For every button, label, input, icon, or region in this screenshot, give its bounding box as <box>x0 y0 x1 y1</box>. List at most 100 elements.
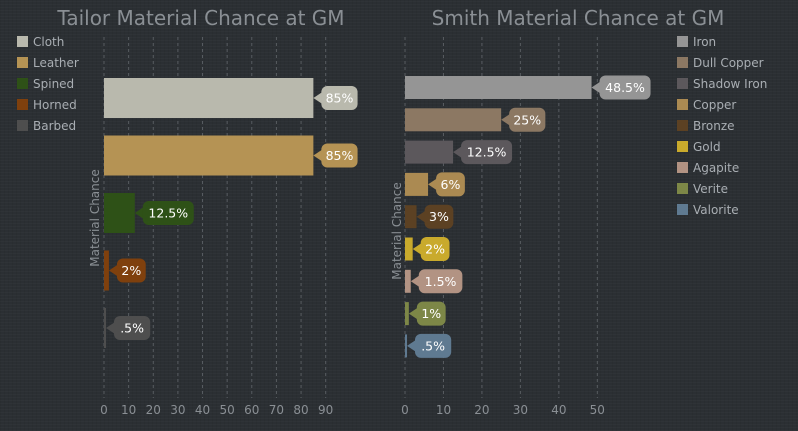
chart-2-legend-label: Valorite <box>693 203 739 217</box>
chart-2-data-label-callout: 12.5% <box>453 140 513 165</box>
chart-1-data-label: 2% <box>121 263 141 278</box>
chart-2-bar-shadow-iron <box>405 140 454 164</box>
chart-1-callout-box <box>321 86 358 110</box>
chart-1-data-label-callout: .5% <box>106 316 151 340</box>
chart-1-data-label: 85% <box>326 91 354 106</box>
chart-1-callout-pointer <box>313 92 323 104</box>
chart-1-callout-box <box>114 316 151 340</box>
chart-1-legend-label: Leather <box>33 56 79 70</box>
chart-2-callout-pointer <box>591 81 601 94</box>
chart-2-callout-pointer <box>410 275 420 288</box>
chart-1-data-label-callout: 85% <box>313 143 358 168</box>
chart-2-tick-label: 30 <box>513 403 528 417</box>
chart-2-legend-swatch <box>677 141 688 152</box>
chart-1-tick-label: 0 <box>100 403 108 417</box>
chart-2-callout-pointer <box>501 113 511 126</box>
chart-2-callout-box <box>420 237 450 261</box>
chart-2-bar-agapite <box>405 269 411 293</box>
chart-1-tick-label: 50 <box>220 403 235 417</box>
chart-2-legend-swatch <box>677 204 688 215</box>
chart-2-data-label: 12.5% <box>467 145 507 160</box>
chart-2-callout-pointer <box>428 178 438 191</box>
chart-2-data-label: 3% <box>429 209 449 224</box>
chart-1-bar-cloth <box>104 78 314 118</box>
chart-2-tick-label: 20 <box>474 403 489 417</box>
chart-2-data-label: 48.5% <box>605 80 645 95</box>
chart-2-data-label: 1.5% <box>425 274 457 289</box>
chart-1-title: Tailor Material Chance at GM <box>56 6 344 30</box>
chart-1-data-label-callout: 2% <box>108 258 146 283</box>
chart-1-y-axis-label: Material Chance <box>88 169 102 267</box>
chart-1-callout-pointer <box>108 264 118 277</box>
chart-2-data-label-callout: 6% <box>428 172 465 197</box>
chart-2-callout-box <box>509 107 546 132</box>
chart-2-callout-pointer <box>408 307 418 320</box>
chart-1-data-label: .5% <box>120 321 144 336</box>
chart-2-tick-label: 50 <box>590 403 605 417</box>
chart-1-legend-label: Spined <box>33 77 74 91</box>
chart-1-legend-label: Cloth <box>33 35 64 49</box>
chart-1-callout-pointer <box>134 207 144 219</box>
chart-1-data-label: 85% <box>326 148 354 163</box>
chart-2-data-label: 6% <box>441 177 461 192</box>
chart-1-tick-label: 80 <box>293 403 308 417</box>
chart-1-legend-label: Barbed <box>33 119 76 133</box>
chart-2-legend-label: Shadow Iron <box>693 77 767 91</box>
chart-2-legend-swatch <box>677 78 688 89</box>
chart-2-callout-box <box>418 269 463 294</box>
chart-2-bar-dull-copper <box>405 108 502 132</box>
chart-1-tick-label: 60 <box>244 403 259 417</box>
chart-2-legend-label: Verite <box>693 182 728 196</box>
chart-1-bar-spined <box>104 193 135 233</box>
chart-2-callout-pointer <box>412 243 422 255</box>
chart-2-bar-valorite <box>405 334 407 358</box>
chart-2-bar-copper <box>405 172 429 196</box>
chart-2-bar-iron <box>405 76 592 99</box>
chart-2-legend-swatch <box>677 183 688 194</box>
chart-2-legend-label: Agapite <box>693 161 739 175</box>
chart-1-callout-box <box>142 201 194 225</box>
chart-2-legend-label: Copper <box>693 98 736 112</box>
chart-2-data-label-callout: .5% <box>407 333 452 358</box>
chart-2-legend-swatch <box>677 36 688 47</box>
chart-2-legend-label: Bronze <box>693 119 735 133</box>
chart-2-legend-swatch <box>677 99 688 110</box>
chart-1-data-label: 12.5% <box>148 206 188 221</box>
chart-1-callout-box <box>116 258 146 283</box>
chart-2-data-label: .5% <box>421 338 445 353</box>
chart-2-data-label: 1% <box>421 306 441 321</box>
chart-1-data-label-callout: 85% <box>313 86 358 110</box>
chart-1-bar-barbed <box>104 308 106 348</box>
chart-2-data-label: 25% <box>513 112 541 127</box>
chart-2-tick-label: 0 <box>401 403 409 417</box>
chart-2-y-axis-label: Material Chance <box>390 182 404 280</box>
chart-1-legend-label: Horned <box>33 98 77 112</box>
chart-1-callout-pointer <box>313 149 323 162</box>
chart-2-callout-box <box>415 333 452 358</box>
chart-2-callout-pointer <box>416 210 426 223</box>
chart-2-legend-label: Gold <box>693 140 721 154</box>
chart-2-legend-swatch <box>677 162 688 173</box>
chart-2-legend-label: Dull Copper <box>693 56 764 70</box>
chart-2-data-label-callout: 3% <box>416 204 454 229</box>
chart-2-legend-swatch <box>677 120 688 131</box>
chart-2-tick-label: 10 <box>436 403 451 417</box>
chart-2-data-label-callout: 25% <box>501 107 546 132</box>
chart-1-callout-pointer <box>106 322 115 334</box>
chart-2-data-label: 2% <box>425 242 445 257</box>
chart-1-data-label-callout: 12.5% <box>134 201 194 225</box>
chart-1-tick-label: 40 <box>195 403 210 417</box>
chart-1-callout-box <box>321 143 358 168</box>
chart-2-legend-label: Iron <box>693 35 716 49</box>
chart-2-bar-verite <box>405 302 409 326</box>
chart-2-data-label-callout: 2% <box>412 237 450 261</box>
chart-2-bar-gold <box>405 237 413 261</box>
chart-2-callout-box <box>416 301 446 326</box>
chart-1-tick-label: 10 <box>121 403 136 417</box>
chart-1-tick-label: 90 <box>318 403 333 417</box>
chart-1-legend-swatch <box>17 99 28 110</box>
chart-2-callout-box <box>461 140 513 165</box>
chart-2-data-label-callout: 48.5% <box>591 75 651 100</box>
chart-2-tick-label: 40 <box>551 403 566 417</box>
